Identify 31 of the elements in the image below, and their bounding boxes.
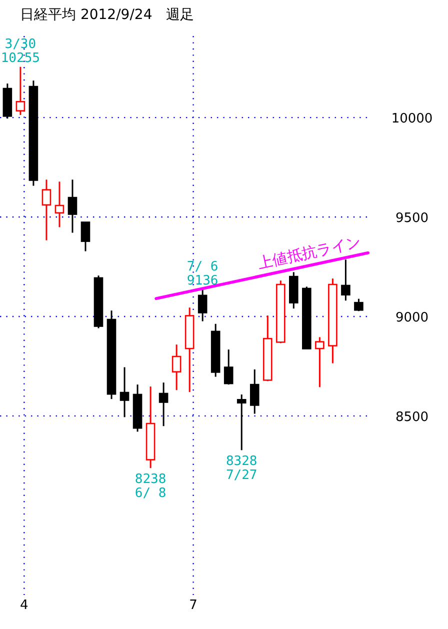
candlestick (16, 66, 26, 116)
annotation: 10255 (0, 50, 40, 66)
annotation: 上値抵抗ライン (256, 232, 363, 272)
candlestick (354, 298, 364, 312)
annotation: 9136 (186, 273, 218, 288)
candlestick (341, 258, 350, 302)
candlestick (42, 178, 52, 242)
candlestick (120, 366, 130, 418)
candlestick (172, 344, 182, 391)
annotation: 3/30 (4, 36, 36, 52)
candlestick (224, 348, 234, 386)
y-tick-label: 8500 (395, 410, 429, 425)
candlestick (158, 382, 168, 427)
annotation: 7/ 6 (186, 259, 218, 274)
x-tick-label: 7 (189, 598, 198, 613)
y-tick-label: 9000 (395, 310, 429, 326)
annotation: 8238 (134, 472, 166, 488)
x-tick-label: 4 (20, 598, 28, 613)
candlestick (315, 336, 324, 388)
y-tick-label: 10000 (391, 112, 433, 127)
candlestick (80, 221, 90, 252)
y-tick-label: 9500 (395, 211, 429, 226)
candlestick (236, 394, 246, 451)
candlestick (68, 178, 78, 234)
annotation: 6/ 8 (134, 486, 166, 502)
candlestick (250, 368, 260, 415)
chart-title: 日経平均 2012/9/24 週足 (20, 7, 194, 23)
candlestick (54, 180, 64, 228)
annotation: 8328 (226, 454, 258, 470)
candlestick (198, 288, 208, 322)
annotation: 7/27 (226, 468, 258, 484)
